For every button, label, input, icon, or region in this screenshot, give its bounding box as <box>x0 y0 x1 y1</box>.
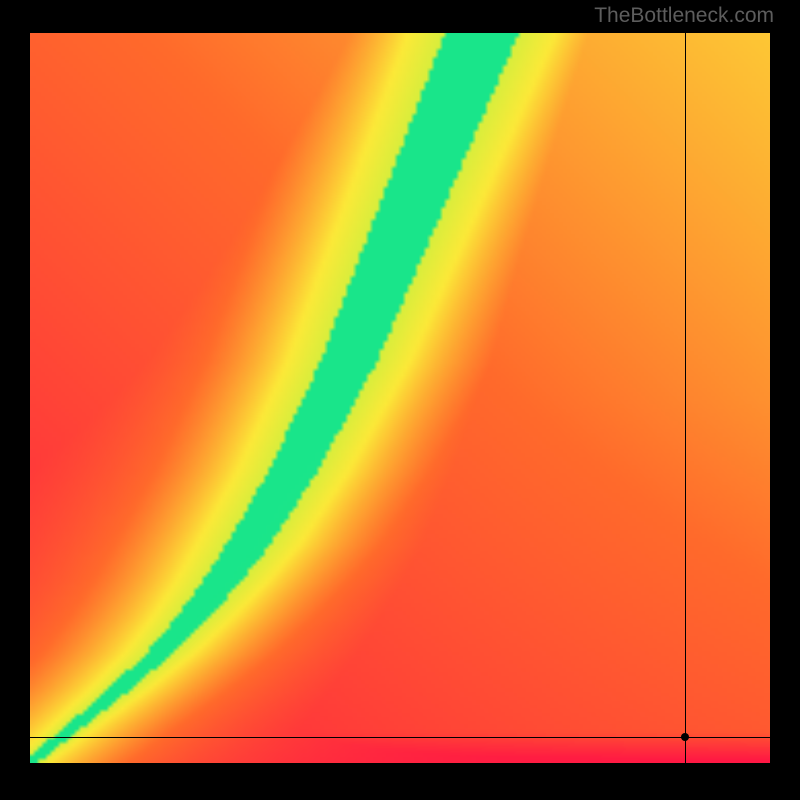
heatmap-canvas <box>30 33 770 763</box>
crosshair-horizontal-line <box>12 737 788 738</box>
crosshair-point <box>681 733 689 741</box>
crosshair-vertical-line <box>685 33 686 783</box>
watermark-text: TheBottleneck.com <box>594 4 774 28</box>
heatmap-plot-area <box>30 33 770 763</box>
